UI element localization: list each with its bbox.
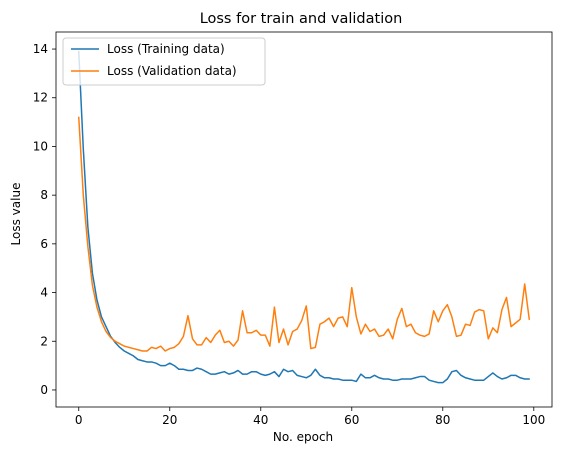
- y-tick-label: 2: [40, 334, 48, 348]
- series-line-0: [78, 50, 530, 384]
- legend-label-1: Loss (Validation data): [107, 64, 237, 78]
- y-tick-label: 14: [33, 42, 48, 56]
- y-tick-label: 10: [33, 139, 48, 153]
- series-layer: [78, 50, 530, 384]
- series-line-1: [78, 116, 530, 352]
- plot-frame: [55, 31, 553, 408]
- legend-items: Loss (Training data) Loss (Validation dat…: [71, 42, 237, 78]
- legend-label-0: Loss (Training data): [107, 42, 225, 56]
- legend-box: [62, 37, 266, 86]
- x-tick-label: 80: [435, 413, 450, 427]
- y-axis-label: Loss value: [9, 183, 23, 246]
- y-tick-label: 0: [40, 383, 48, 397]
- y-tick-label: 4: [40, 286, 48, 300]
- legend: Loss (Training data) Loss (Validation dat…: [62, 37, 266, 86]
- x-tick-label: 40: [253, 413, 268, 427]
- x-tick-label: 0: [75, 413, 83, 427]
- chart-title: Loss for train and validation: [200, 11, 403, 27]
- y-tick-label: 8: [40, 188, 48, 202]
- x-axis-ticks: 0 20 40 60 80 100: [75, 407, 545, 427]
- x-tick-label: 60: [344, 413, 359, 427]
- y-tick-label: 6: [40, 237, 48, 251]
- x-tick-label: 20: [162, 413, 177, 427]
- x-tick-label: 100: [522, 413, 545, 427]
- y-tick-label: 12: [33, 91, 48, 105]
- x-axis-label: No. epoch: [273, 430, 333, 444]
- y-axis-ticks: 0 2 4 6 8 10 12 14: [33, 42, 56, 397]
